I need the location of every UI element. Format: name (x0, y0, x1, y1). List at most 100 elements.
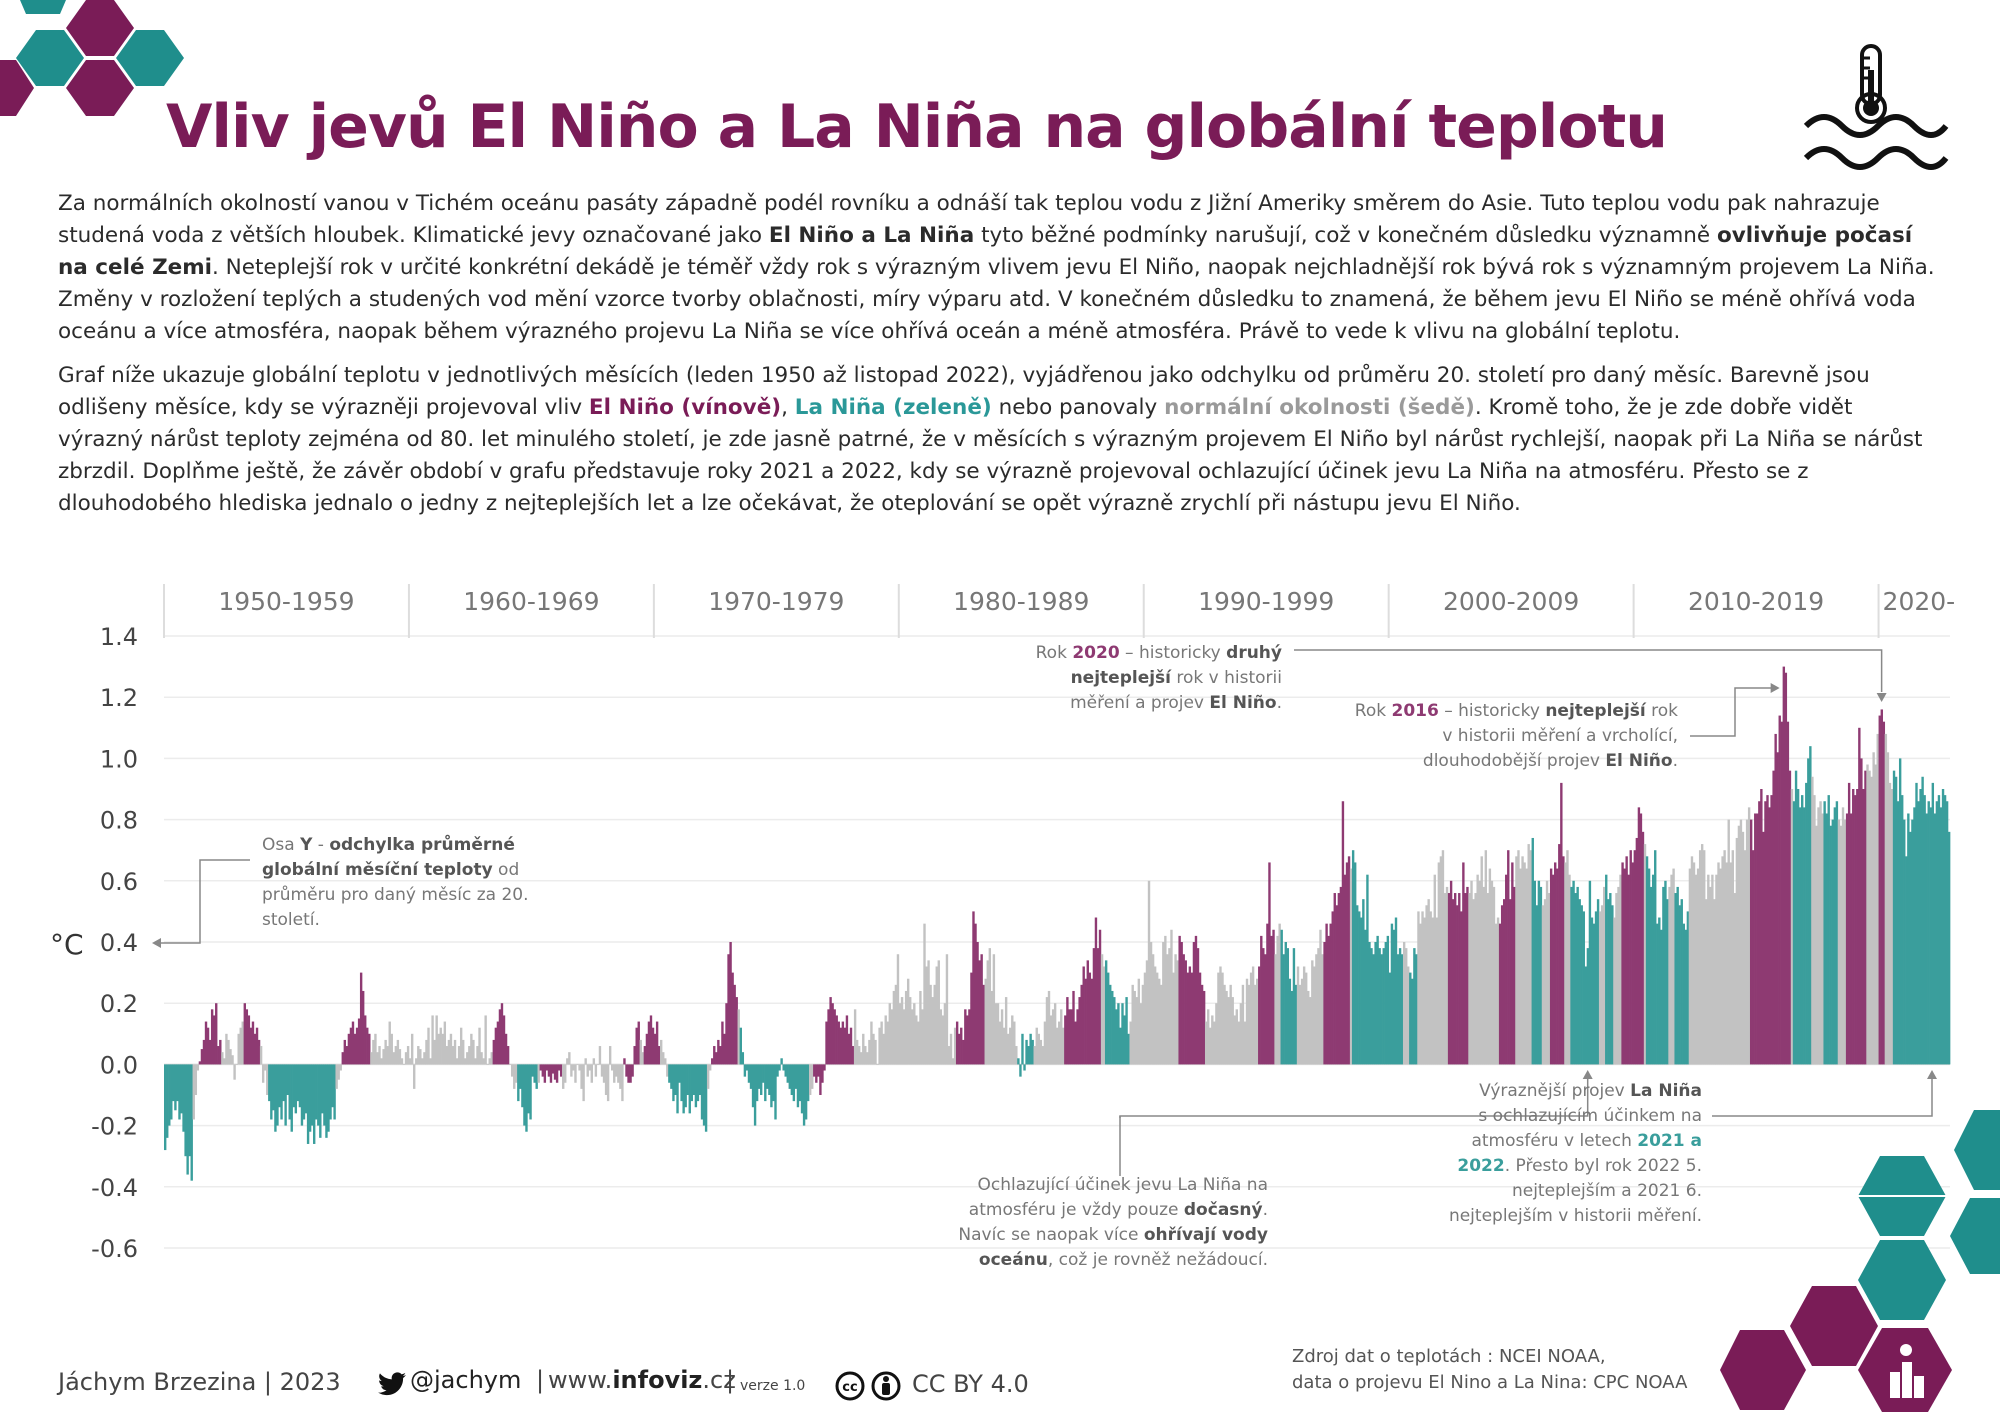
annotation-text: měření a projev (1070, 693, 1209, 713)
bar (686, 1064, 689, 1095)
twitter-handle-link[interactable]: @jachym (410, 1366, 522, 1394)
bar (1270, 935, 1273, 1065)
bar (860, 1052, 863, 1065)
bar (551, 1064, 555, 1074)
bar (1864, 770, 1867, 1065)
bar (927, 960, 930, 1065)
bar (276, 1064, 279, 1126)
bar (919, 990, 922, 1065)
bar (670, 1064, 673, 1089)
bar (941, 1015, 945, 1065)
bar (1827, 795, 1830, 1065)
bar (1627, 874, 1630, 1065)
bar (1574, 893, 1577, 1065)
bar (1094, 917, 1098, 1065)
bar (1260, 935, 1263, 1065)
bar (1466, 886, 1469, 1065)
bar (1423, 917, 1426, 1065)
bar (1331, 911, 1334, 1065)
bar (1798, 807, 1802, 1065)
bar (780, 1058, 783, 1065)
bar (900, 997, 904, 1065)
bar (1662, 886, 1665, 1065)
bar (747, 1064, 751, 1083)
bar (1529, 850, 1532, 1065)
bar (664, 1058, 667, 1065)
bar (1566, 850, 1569, 1065)
bar (790, 1064, 794, 1095)
bar (804, 1064, 808, 1120)
bar (1190, 972, 1194, 1065)
bar (392, 1052, 395, 1065)
bar (208, 1039, 212, 1065)
bar (1021, 1033, 1024, 1065)
bar (1017, 1058, 1020, 1065)
bar (523, 1064, 526, 1126)
bar (1586, 948, 1590, 1065)
bar (1200, 984, 1204, 1065)
annotation-text: , což je rovněž nežádoucí. (1048, 1250, 1268, 1270)
bar (660, 1039, 663, 1065)
data-source: Zdroj dat o teplotách : NCEI NOAA, data … (1292, 1344, 1687, 1396)
bar (976, 942, 979, 1065)
annotation-text: – historicky (1439, 701, 1546, 721)
bar (1064, 1015, 1067, 1065)
bar (1147, 880, 1151, 1065)
bar (174, 1064, 177, 1111)
bar (892, 990, 896, 1065)
bar (1647, 868, 1651, 1065)
website-link[interactable]: www.infoviz.cz (548, 1366, 736, 1394)
bar (1315, 954, 1318, 1065)
bar (857, 1046, 861, 1065)
bar (1447, 893, 1451, 1065)
bar (1292, 948, 1296, 1065)
bar (784, 1064, 787, 1077)
bar (1692, 862, 1696, 1065)
bar (1584, 966, 1588, 1065)
bar (1266, 923, 1269, 1065)
bar (478, 1027, 481, 1065)
bar (909, 997, 912, 1065)
annotation-leader-line (1690, 687, 1772, 737)
bar (619, 1064, 622, 1089)
annotation-arrowhead (152, 938, 161, 948)
bar (1705, 899, 1708, 1065)
bar (1878, 715, 1881, 1065)
hexagon (1790, 1286, 1878, 1366)
bar (574, 1064, 577, 1083)
bar (1241, 984, 1245, 1065)
bar (1400, 954, 1404, 1065)
bar (602, 1064, 606, 1083)
bar (1445, 886, 1449, 1065)
bar (878, 1027, 881, 1065)
bar (310, 1064, 314, 1126)
bar (864, 1046, 867, 1065)
bar (1625, 856, 1628, 1065)
bar (1605, 874, 1608, 1065)
bar (762, 1064, 765, 1083)
bar (1674, 893, 1677, 1065)
bar (1821, 813, 1824, 1065)
bar (233, 1064, 236, 1080)
bar (1752, 850, 1755, 1065)
bar (1351, 850, 1355, 1065)
bar (329, 1064, 332, 1120)
bar (1002, 1027, 1006, 1065)
bar (896, 954, 900, 1065)
bar (272, 1064, 275, 1111)
bar (406, 1046, 410, 1065)
bar (1070, 1009, 1073, 1065)
bar (757, 1064, 761, 1089)
bar (441, 1033, 444, 1065)
bar (721, 1021, 724, 1065)
bar (1374, 942, 1377, 1065)
annotation-y2016: Rok 2016 – historicky nejteplejší rok v h… (1355, 701, 1678, 771)
bar (537, 1064, 540, 1083)
bar (1825, 813, 1828, 1065)
bar (990, 990, 994, 1065)
bar (1733, 893, 1737, 1065)
bar (1639, 813, 1643, 1065)
bar (1651, 874, 1655, 1065)
bar (1607, 899, 1610, 1065)
bar (1925, 813, 1928, 1065)
